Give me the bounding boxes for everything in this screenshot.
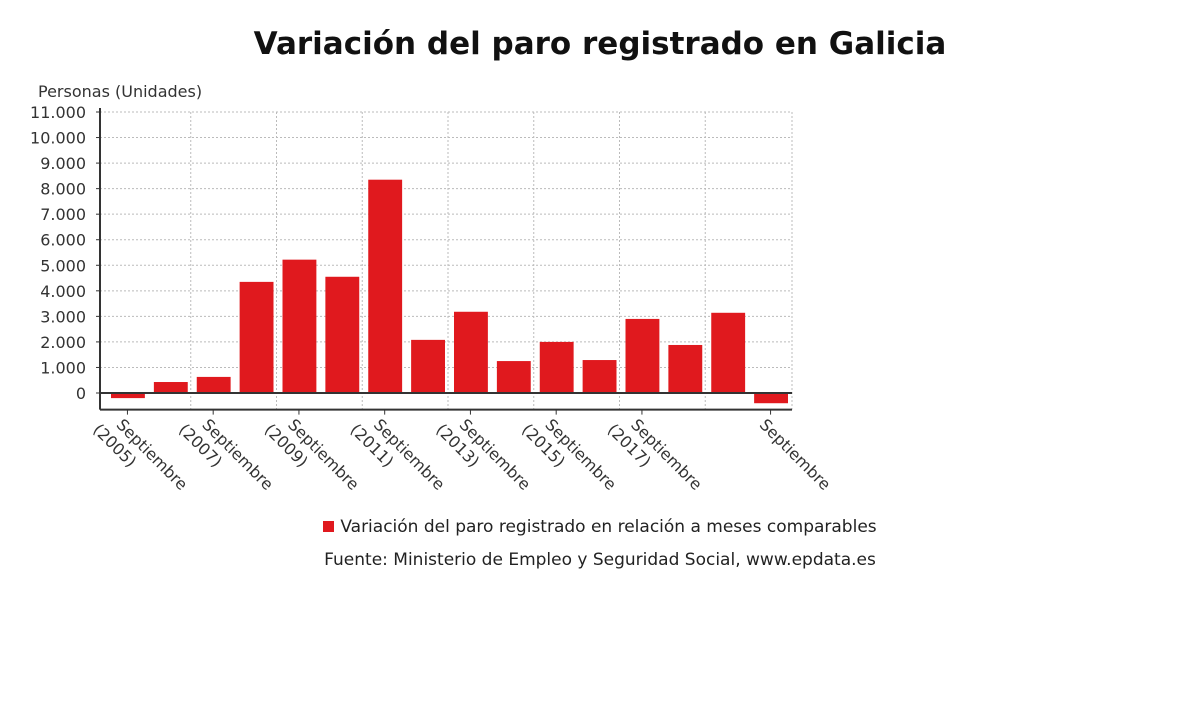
y-tick-label: 6.000 [40, 231, 86, 250]
x-tick-label: Septiembre [756, 415, 835, 494]
bar [754, 393, 788, 404]
x-tick-label: Septiembre(2005) [89, 406, 191, 508]
bar [711, 312, 746, 393]
y-tick-label: 4.000 [40, 282, 86, 301]
y-tick-label: 2.000 [40, 333, 86, 352]
bar [111, 393, 145, 399]
x-tick-label: Septiembre(2009) [261, 406, 363, 508]
source-note: Fuente: Ministerio de Empleo y Seguridad… [324, 550, 876, 570]
bar [454, 311, 488, 393]
bar [539, 341, 574, 393]
y-tick-label: 3.000 [40, 307, 86, 326]
bar [668, 344, 703, 393]
bar [496, 361, 531, 393]
bar [625, 318, 660, 393]
y-tick-label: 8.000 [40, 180, 86, 199]
y-tick-label: 11.000 [30, 103, 86, 122]
bar [239, 281, 274, 393]
chart-title: Variación del paro registrado en Galicia [253, 26, 947, 62]
bar [325, 276, 360, 393]
y-tick-label: 9.000 [40, 154, 86, 173]
y-tick-label: 1.000 [40, 358, 86, 377]
legend-label: Variación del paro registrado en relació… [340, 517, 877, 537]
y-axis-title: Personas (Unidades) [38, 82, 202, 101]
y-tick-label: 10.000 [30, 129, 86, 148]
x-tick-label: Septiembre(2017) [604, 406, 706, 508]
x-tick-label: Septiembre(2011) [347, 406, 449, 508]
x-tick-label: Septiembre(2007) [175, 406, 277, 508]
bar [282, 259, 317, 393]
y-tick-label: 5.000 [40, 256, 86, 275]
x-tick-label: Septiembre(2013) [432, 406, 534, 508]
bar [368, 179, 403, 393]
bar [411, 339, 445, 393]
bar [582, 360, 617, 393]
legend: Variación del paro registrado en relació… [0, 517, 1200, 537]
bar [196, 376, 231, 393]
x-tick-label: Septiembre(2015) [518, 406, 620, 508]
legend-swatch [323, 521, 335, 532]
bar [153, 382, 188, 393]
y-tick-label: 0 [76, 384, 86, 403]
y-tick-label: 7.000 [40, 205, 86, 224]
